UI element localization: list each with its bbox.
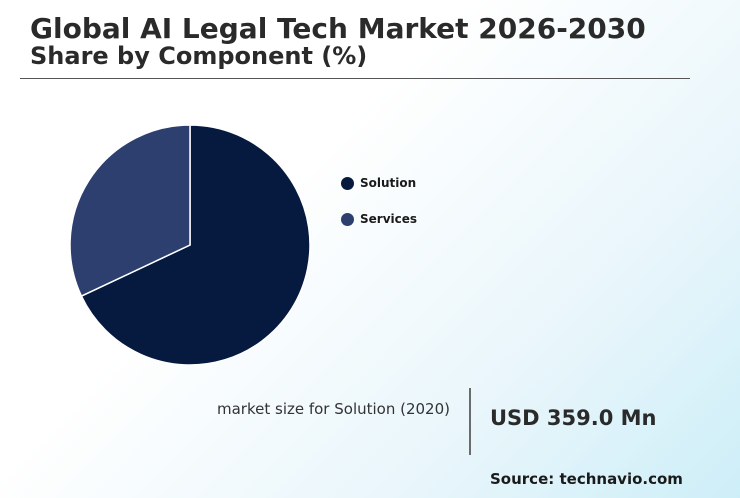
metric-label: market size for Solution (2020) [217,400,450,418]
metric-value: USD 359.0 Mn [490,406,657,430]
pie-slice-solution [80,124,311,366]
pie-slices [69,124,311,366]
legend-label-solution: Solution [360,176,417,190]
title-divider [20,78,690,79]
legend-item-solution: Solution [341,174,417,192]
legend-dot-services [341,212,354,226]
legend-dot-solution [341,176,354,190]
chart-subtitle: Share by Component (%) [30,42,368,70]
legend-item-services: Services [341,210,417,228]
legend-label-services: Services [360,212,418,226]
source-credit: Source: technavio.com [490,470,683,488]
chart-title: Global AI Legal Tech Market 2026-2030 [30,12,646,45]
legend: Solution Services [341,174,417,246]
metric-divider [469,388,471,455]
pie-slice-services [69,124,191,298]
